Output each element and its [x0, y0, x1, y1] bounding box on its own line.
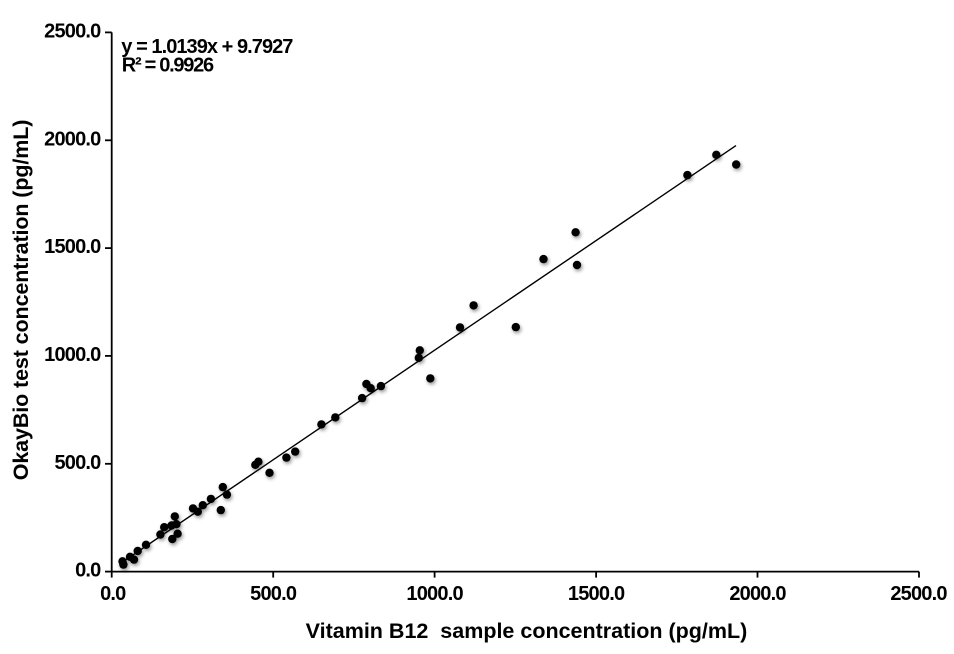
- svg-text:500.0: 500.0: [54, 452, 101, 474]
- svg-text:2000.0: 2000.0: [44, 128, 101, 150]
- svg-text:1000.0: 1000.0: [406, 583, 463, 605]
- svg-text:1500.0: 1500.0: [44, 236, 101, 258]
- svg-text:1500.0: 1500.0: [568, 583, 625, 605]
- svg-text:y = 1.0139x + 9.7927: y = 1.0139x + 9.7927: [121, 36, 293, 58]
- svg-text:2500.0: 2500.0: [44, 20, 101, 42]
- svg-text:Vitamin B12 sample concentrat: Vitamin B12 sample concentration (pg/mL): [306, 619, 748, 643]
- svg-text:0.0: 0.0: [100, 583, 126, 605]
- svg-text:R² = 0.9926: R² = 0.9926: [122, 55, 214, 77]
- svg-text:OkayBio test concentration (pg: OkayBio test concentration (pg/mL): [9, 120, 33, 481]
- svg-text:500.0: 500.0: [250, 583, 297, 605]
- svg-text:2500.0: 2500.0: [890, 583, 947, 605]
- svg-text:1000.0: 1000.0: [44, 344, 101, 366]
- svg-text:0.0: 0.0: [75, 560, 101, 582]
- svg-text:2000.0: 2000.0: [729, 583, 786, 605]
